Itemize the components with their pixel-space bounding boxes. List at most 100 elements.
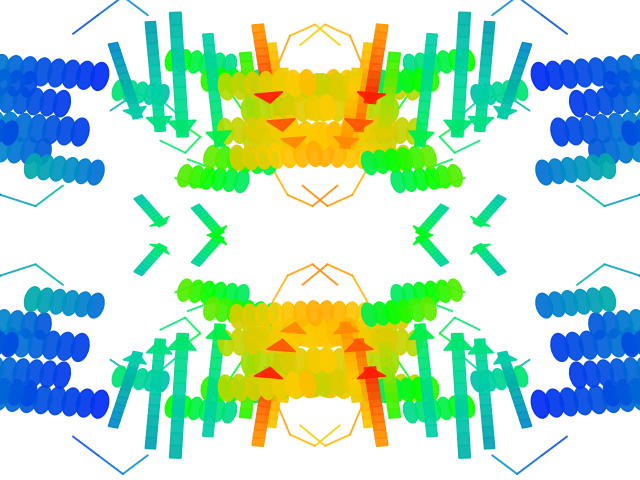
Ellipse shape (2, 121, 18, 145)
FancyArrow shape (212, 123, 224, 135)
FancyArrow shape (477, 361, 488, 372)
FancyArrow shape (139, 200, 149, 207)
FancyArrow shape (276, 122, 289, 132)
FancyArrow shape (360, 400, 373, 410)
Ellipse shape (204, 145, 220, 168)
Ellipse shape (35, 313, 51, 339)
Ellipse shape (200, 167, 215, 189)
Ellipse shape (0, 357, 3, 383)
Ellipse shape (266, 367, 283, 395)
FancyArrow shape (354, 356, 367, 366)
FancyArrow shape (118, 389, 130, 398)
FancyArrow shape (141, 261, 152, 267)
Ellipse shape (213, 69, 228, 92)
FancyArrow shape (372, 414, 384, 423)
FancyArrow shape (518, 411, 529, 420)
FancyArrow shape (255, 422, 267, 431)
FancyArrow shape (255, 40, 267, 48)
FancyArrow shape (174, 371, 186, 384)
FancyArrow shape (476, 246, 486, 253)
FancyArrow shape (134, 195, 145, 202)
FancyArrow shape (359, 392, 372, 401)
FancyArrow shape (172, 408, 184, 421)
Ellipse shape (343, 302, 359, 327)
FancyArrow shape (454, 383, 467, 396)
Ellipse shape (412, 69, 427, 92)
FancyArrow shape (139, 263, 149, 270)
Ellipse shape (218, 73, 234, 100)
FancyArrow shape (243, 382, 256, 392)
Ellipse shape (327, 122, 344, 149)
Ellipse shape (19, 384, 37, 412)
FancyArrow shape (376, 437, 388, 446)
FancyArrow shape (151, 249, 162, 256)
Ellipse shape (259, 372, 276, 399)
FancyArrow shape (481, 54, 492, 66)
Ellipse shape (177, 50, 191, 72)
Ellipse shape (426, 52, 441, 74)
Ellipse shape (218, 119, 234, 144)
FancyArrow shape (258, 398, 271, 407)
Ellipse shape (341, 115, 356, 141)
Ellipse shape (294, 369, 311, 396)
Ellipse shape (0, 310, 11, 336)
Ellipse shape (268, 303, 284, 327)
Ellipse shape (259, 72, 275, 98)
Ellipse shape (243, 323, 260, 350)
FancyArrow shape (477, 87, 489, 99)
FancyArrow shape (419, 101, 430, 113)
Ellipse shape (400, 378, 415, 401)
FancyArrow shape (479, 383, 490, 394)
FancyArrow shape (497, 110, 509, 119)
Ellipse shape (20, 312, 38, 338)
Ellipse shape (0, 70, 11, 95)
Ellipse shape (281, 349, 296, 375)
Ellipse shape (636, 111, 640, 139)
FancyArrow shape (194, 207, 204, 214)
Ellipse shape (586, 155, 603, 180)
Ellipse shape (222, 54, 237, 76)
Ellipse shape (232, 374, 248, 401)
Ellipse shape (237, 379, 252, 402)
FancyArrow shape (444, 120, 472, 137)
FancyArrow shape (491, 200, 501, 207)
Ellipse shape (296, 319, 313, 346)
Ellipse shape (403, 169, 417, 192)
FancyArrow shape (276, 339, 289, 348)
FancyArrow shape (470, 216, 490, 226)
FancyArrow shape (495, 269, 506, 276)
FancyArrow shape (256, 414, 268, 423)
Ellipse shape (629, 135, 640, 162)
FancyArrow shape (495, 195, 506, 202)
FancyArrow shape (149, 212, 159, 218)
FancyArrow shape (364, 95, 377, 104)
FancyArrow shape (273, 356, 286, 366)
FancyArrow shape (123, 106, 147, 118)
FancyArrow shape (381, 364, 394, 374)
FancyArrow shape (111, 50, 122, 59)
FancyArrow shape (493, 352, 517, 364)
Ellipse shape (610, 87, 627, 114)
FancyArrow shape (154, 246, 164, 253)
FancyArrow shape (481, 416, 493, 427)
FancyArrow shape (289, 322, 300, 331)
FancyArrow shape (171, 420, 183, 433)
Ellipse shape (622, 112, 640, 140)
FancyArrow shape (423, 242, 434, 250)
FancyArrow shape (204, 245, 214, 252)
FancyArrow shape (248, 114, 261, 123)
Ellipse shape (14, 329, 32, 357)
FancyArrow shape (358, 78, 371, 88)
Ellipse shape (388, 379, 403, 402)
FancyArrow shape (520, 419, 532, 428)
FancyArrow shape (351, 339, 364, 348)
FancyArrow shape (206, 391, 218, 403)
FancyArrow shape (246, 96, 259, 106)
FancyArrow shape (458, 12, 470, 25)
Ellipse shape (318, 142, 333, 167)
Ellipse shape (216, 146, 231, 169)
Ellipse shape (305, 95, 320, 120)
Ellipse shape (71, 118, 89, 146)
FancyArrow shape (426, 34, 437, 46)
FancyArrow shape (350, 76, 361, 85)
